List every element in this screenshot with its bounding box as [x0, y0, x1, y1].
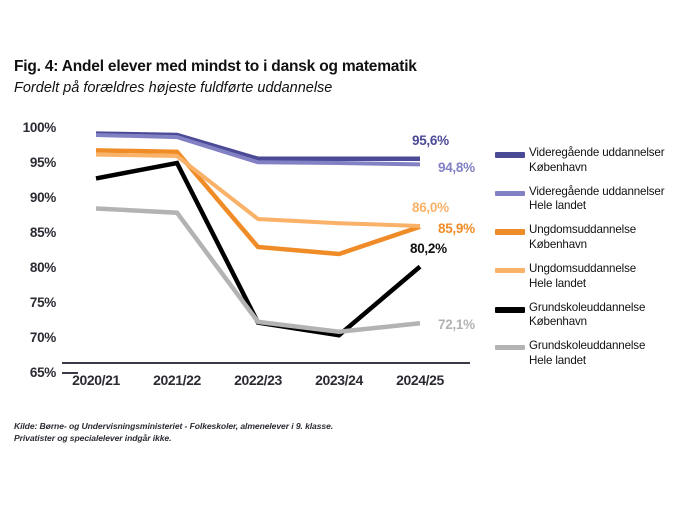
x-tick-label: 2022/23	[234, 372, 282, 388]
legend-item-0[interactable]: Videregående uddannelser København	[495, 146, 695, 176]
legend-label-line1: Videregående uddannelser	[529, 184, 665, 198]
legend-label: Videregående uddannelser København	[529, 146, 665, 176]
page-subtitle: Fordelt på forældres højeste fuldførte u…	[14, 80, 333, 96]
chart-legend: Videregående uddannelser København Videreg…	[495, 146, 695, 378]
series-line-2	[95, 148, 421, 257]
legend-swatch-icon	[495, 152, 525, 158]
legend-swatch-icon	[495, 306, 525, 313]
legend-label: Ungdomsuddannelse Hele landet	[529, 262, 636, 292]
x-tick-label: 2021/22	[153, 372, 201, 388]
legend-item-4[interactable]: Grundskoleuddannelse København	[495, 301, 695, 331]
legend-swatch-icon	[495, 267, 525, 273]
source-note-line2: Privatister og specialelever indgår ikke…	[14, 433, 172, 444]
legend-swatch-icon	[495, 229, 525, 236]
legend-item-3[interactable]: Ungdomsuddannelse Hele landet	[495, 262, 695, 292]
legend-label: Grundskoleuddannelse Hele landet	[529, 339, 645, 369]
x-tick-label: 2020/21	[72, 372, 120, 388]
series-end-value-label: 72,1%	[438, 317, 475, 333]
chart-area: 65% 70% 75% 80% 85% 90% 95% 100% 2020/21 2021/22…	[0, 110, 480, 400]
series-line-3	[95, 152, 421, 228]
legend-label-line2: Hele landet	[529, 354, 587, 368]
series-end-value-label: 95,6%	[412, 132, 449, 148]
legend-swatch-icon	[495, 190, 525, 196]
series-end-value-label: 80,2%	[410, 240, 447, 256]
legend-label-line1: Grundskoleuddannelse	[529, 300, 646, 314]
legend-label-line1: Ungdomsuddannelse	[529, 223, 637, 237]
series-line-5	[95, 206, 421, 334]
legend-item-5[interactable]: Grundskoleuddannelse Hele landet	[495, 339, 695, 369]
legend-item-1[interactable]: Videregående uddannelser Hele landet	[495, 185, 695, 215]
legend-label: Videregående uddannelser Hele landet	[529, 184, 665, 215]
series-end-value-label: 86,0%	[412, 200, 449, 215]
line-chart-svg	[62, 131, 470, 374]
y-tick-label: 80%	[29, 260, 56, 275]
x-tick-label: 2024/25	[396, 372, 444, 388]
y-tick-label: 100%	[22, 120, 57, 135]
legend-label-line2: København	[529, 238, 587, 252]
series-end-value-label: 85,9%	[438, 220, 475, 236]
legend-label-line2: Hele landet	[529, 199, 587, 213]
source-note-line1: Kilde: Børne- og Undervisningsministerie…	[14, 421, 334, 431]
legend-label-line1: Videregående uddannelser	[529, 146, 665, 159]
legend-label: Ungdomsuddannelse København	[529, 223, 636, 253]
series-line-1	[95, 133, 421, 167]
legend-label-line1: Grundskoleuddannelse	[529, 339, 646, 353]
legend-label: Grundskoleuddannelse København	[529, 301, 645, 331]
y-tick-label: 90%	[29, 190, 56, 205]
legend-item-2[interactable]: Ungdomsuddannelse København	[495, 223, 695, 253]
legend-label-line2: København	[529, 160, 587, 174]
source-note: Kilde: Børne- og Undervisningsministerie…	[14, 420, 333, 445]
series-end-value-label: 94,8%	[438, 160, 475, 176]
y-tick-label: 70%	[29, 330, 56, 345]
page-title: Fig. 4: Andel elever med mindst to i dan…	[14, 58, 417, 75]
legend-label-line2: Hele landet	[529, 276, 587, 290]
y-tick-label: 75%	[29, 295, 56, 310]
legend-label-line1: Ungdomsuddannelse	[529, 261, 637, 275]
legend-label-line2: København	[529, 315, 587, 329]
legend-swatch-icon	[495, 345, 525, 351]
y-tick-label: 85%	[29, 225, 56, 240]
y-tick-label: 65%	[29, 365, 56, 380]
x-tick-label: 2023/24	[315, 372, 363, 388]
y-tick-label: 95%	[29, 155, 56, 170]
